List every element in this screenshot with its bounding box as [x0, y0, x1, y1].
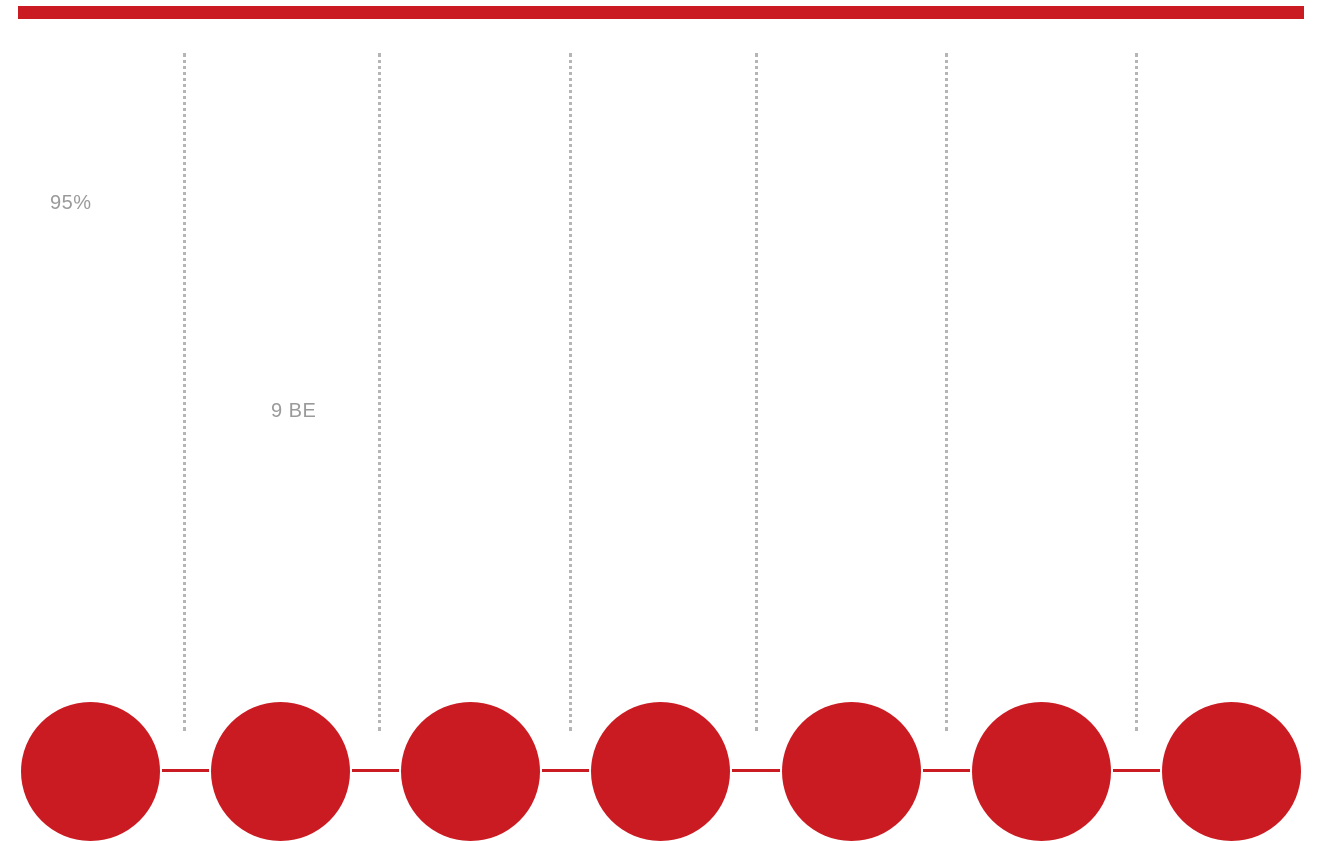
step-connector	[352, 769, 399, 772]
top-accent-bar	[18, 6, 1304, 19]
step-connector	[162, 769, 209, 772]
step-circle-4	[591, 702, 730, 841]
step-circle-7	[1162, 702, 1301, 841]
column-divider	[1135, 53, 1138, 731]
percent-label: 95%	[50, 192, 92, 214]
step-value-label: 9 BE	[271, 400, 317, 422]
step-circle-1	[21, 702, 160, 841]
column-divider	[183, 53, 186, 731]
step-circle-5	[782, 702, 921, 841]
column-divider	[378, 53, 381, 731]
step-circle-6	[972, 702, 1111, 841]
step-connector	[542, 769, 589, 772]
step-circle-3	[401, 702, 540, 841]
column-divider	[945, 53, 948, 731]
column-divider	[569, 53, 572, 731]
column-divider	[755, 53, 758, 731]
step-connector	[923, 769, 970, 772]
step-circle-2	[211, 702, 350, 841]
step-connector	[1113, 769, 1160, 772]
step-connector	[732, 769, 780, 772]
